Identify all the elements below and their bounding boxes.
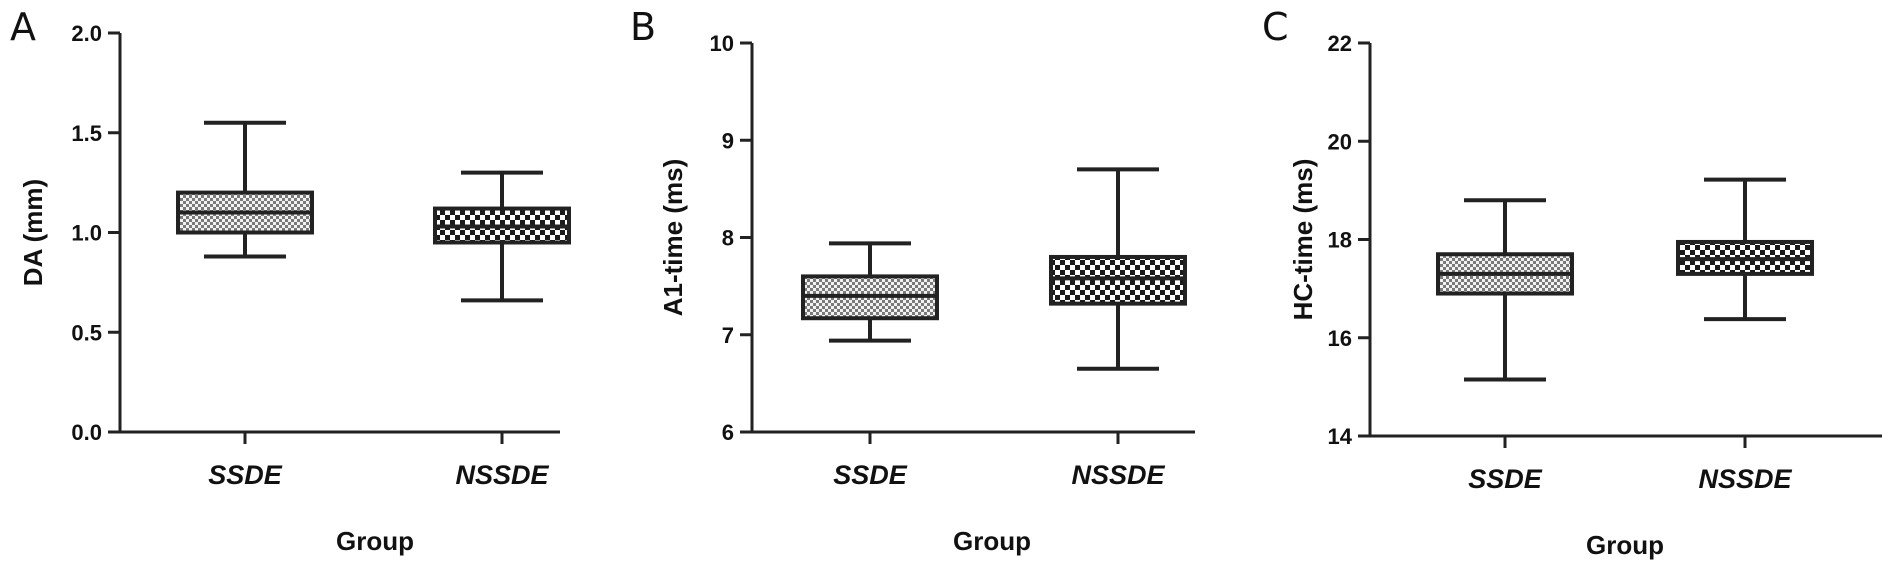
y-tick-label: 16 (1328, 326, 1352, 351)
panel-a: A 0.0 0.5 1.0 1.5 2.0 DA (mm) SSDE NSSDE Group (10, 5, 571, 556)
category-label: NSSDE (455, 460, 549, 490)
x-axis-title: Group (1586, 530, 1664, 560)
panel-letter: A (10, 5, 36, 49)
y-tick-label: 14 (1328, 424, 1353, 449)
box-nssde (1676, 177, 1814, 322)
y-tick-label: 1.0 (71, 221, 102, 246)
box-nssde (433, 170, 571, 303)
x-axis-title: Group (953, 526, 1031, 556)
box-ssde (176, 120, 314, 259)
category-label: NSSDE (1071, 460, 1165, 490)
category-label: NSSDE (1698, 464, 1792, 494)
y-tick-label: 8 (722, 226, 734, 251)
panel-c: C 14 16 18 20 22 HC-time (ms) SSDE NSSDE Group (1262, 5, 1882, 560)
y-tick-label: 0.5 (71, 320, 102, 345)
y-tick-label: 7 (722, 323, 734, 348)
box-nssde (1049, 167, 1187, 371)
y-axis-title: DA (mm) (18, 179, 48, 286)
y-tick-label: 9 (722, 128, 734, 153)
y-tick-label: 22 (1328, 31, 1352, 56)
y-axis-title: HC-time (ms) (1288, 159, 1318, 321)
panel-letter: C (1262, 5, 1289, 49)
box-ssde (801, 241, 939, 343)
y-axis-title: A1-time (ms) (658, 159, 688, 316)
y-tick-label: 2.0 (71, 21, 102, 46)
box-ssde (1436, 198, 1574, 382)
panel-b: B 6 7 8 9 10 A1-time (ms) SSDE NSSDE Group (630, 5, 1195, 556)
y-tick-label: 20 (1328, 129, 1352, 154)
x-axis-title: Group (336, 526, 414, 556)
y-tick-label: 1.5 (71, 121, 102, 146)
y-tick-label: 6 (722, 420, 734, 445)
y-tick-label: 0.0 (71, 420, 102, 445)
category-label: SSDE (833, 460, 908, 490)
y-tick-label: 18 (1328, 228, 1352, 253)
category-label: SSDE (1468, 464, 1543, 494)
panel-letter: B (630, 5, 656, 49)
y-tick-label: 10 (710, 31, 734, 56)
category-label: SSDE (208, 460, 283, 490)
